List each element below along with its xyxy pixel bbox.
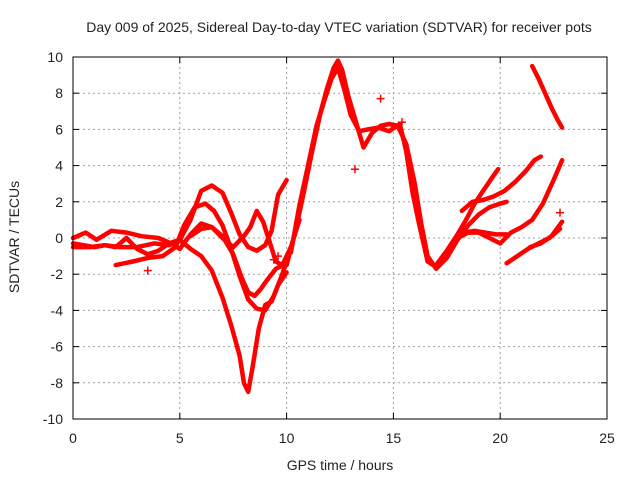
x-axis-label: GPS time / hours [287, 457, 394, 473]
x-tick-label: 15 [386, 430, 402, 446]
y-tick-label: 4 [55, 158, 63, 174]
series-track-7 [288, 65, 565, 270]
x-tick-label: 5 [176, 430, 184, 446]
scatter-point [397, 118, 406, 127]
series-track-13 [529, 63, 565, 130]
data-series [70, 58, 565, 395]
y-tick-label: -4 [51, 302, 64, 318]
scatter-point [376, 94, 385, 103]
series-track-5 [188, 208, 294, 268]
series-track-12 [527, 219, 565, 250]
y-tick-label: 0 [55, 230, 63, 246]
series-track-4 [113, 201, 302, 313]
chart-title: Day 009 of 2025, Sidereal Day-to-day VTE… [86, 19, 592, 35]
x-tick-label: 25 [599, 430, 615, 446]
plot-frame [72, 56, 608, 420]
y-tick-label: 6 [55, 121, 63, 137]
scatter-point [556, 208, 565, 217]
scatter-point [274, 252, 283, 261]
scatter-point [269, 255, 278, 264]
axis-ticks: 0 5 10 15 20 25 -10 -8 -6 -4 -2 0 2 4 6 8 10 [43, 49, 615, 446]
y-tick-label: 2 [55, 194, 63, 210]
y-tick-label: -8 [51, 375, 64, 391]
x-tick-label: 20 [492, 430, 508, 446]
y-tick-label: 8 [55, 85, 63, 101]
x-tick-label: 10 [279, 430, 295, 446]
y-axis-label: SDTVAR / TECUs [6, 181, 22, 293]
series-track-10 [438, 228, 509, 266]
y-tick-label: 10 [47, 49, 63, 65]
series-track-3 [70, 235, 289, 395]
scatter-point [350, 165, 359, 174]
series-track-2 [70, 177, 289, 253]
y-tick-label: -6 [51, 339, 64, 355]
series-track-1 [70, 221, 289, 299]
x-tick-label: 0 [69, 430, 77, 446]
y-tick-label: -2 [51, 266, 64, 282]
grid [73, 57, 607, 419]
y-tick-label: -10 [43, 411, 63, 427]
series-track-9 [459, 154, 544, 214]
scatter-point [143, 266, 152, 275]
